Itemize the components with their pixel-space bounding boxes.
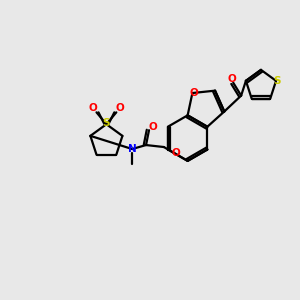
Text: O: O bbox=[88, 103, 97, 113]
Text: O: O bbox=[116, 103, 125, 113]
Text: O: O bbox=[148, 122, 157, 132]
Text: S: S bbox=[273, 76, 281, 86]
Text: N: N bbox=[128, 144, 136, 154]
Text: O: O bbox=[189, 88, 198, 98]
Text: O: O bbox=[171, 148, 180, 158]
Text: S: S bbox=[103, 118, 110, 128]
Text: O: O bbox=[228, 74, 237, 84]
